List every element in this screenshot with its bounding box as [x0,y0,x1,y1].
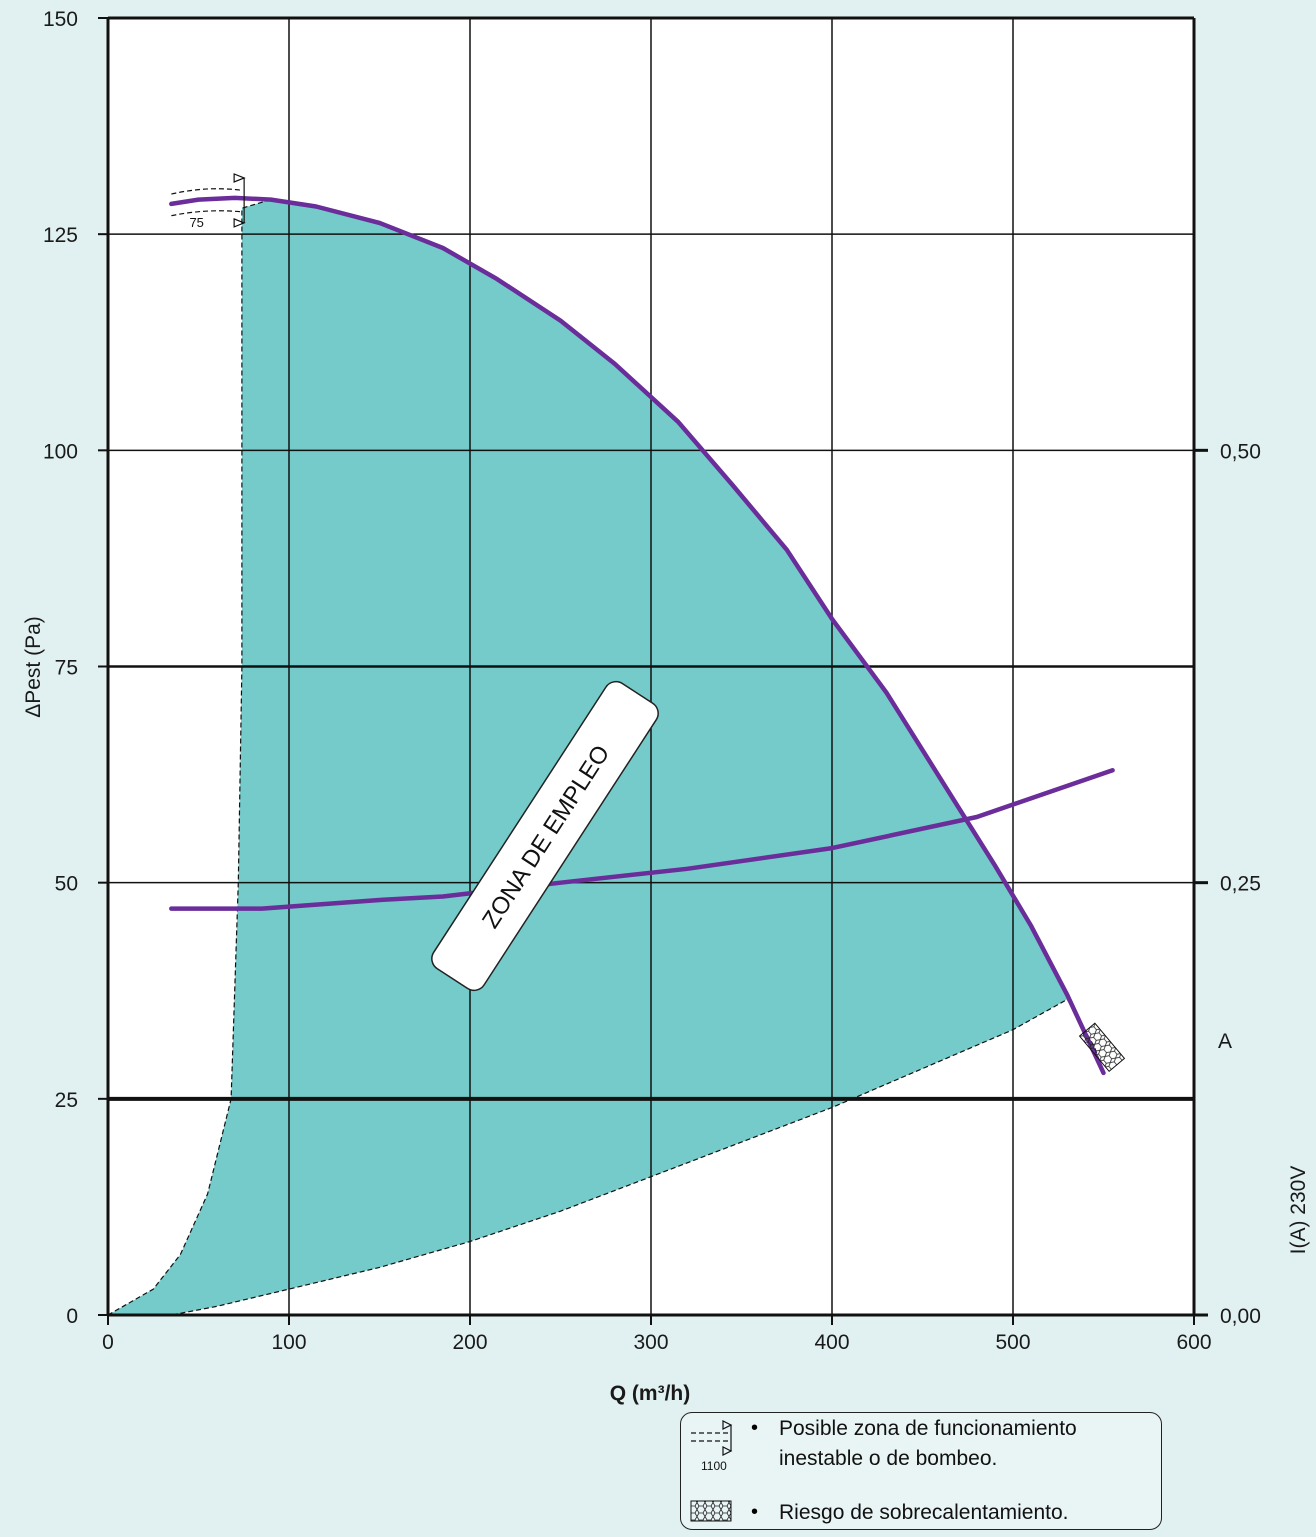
x-tick-label: 600 [1176,1331,1211,1354]
markers: 75 [171,173,1126,1073]
current-curve [169,768,1115,911]
y2-tick-label: 0,50 [1220,440,1261,463]
unstable-zone-icon-label: 1100 [701,1459,727,1473]
y-tick-label: 125 [43,224,78,247]
x-tick-label: 400 [814,1331,849,1354]
legend-text-1a: Posible zona de funcionamiento [779,1417,1077,1440]
pressure-curve [169,195,1106,1076]
x-tick-label: 500 [995,1331,1030,1354]
y2-axis-unit: A [1218,1030,1232,1053]
y-tick-label: 25 [55,1089,78,1112]
ticks: 0 100 200 300 400 500 600 0 25 50 75 100 125 150 0,00 0… [43,8,1261,1354]
unstable-zone-icon: 1100 [691,1420,733,1473]
y-tick-label: 150 [43,8,78,31]
y-tick-label: 100 [43,440,78,463]
legend-text-1b: inestable o de bombeo. [779,1447,998,1470]
x-tick-label: 100 [271,1331,306,1354]
x-tick-label: 300 [633,1331,668,1354]
legend-bullet-1: • [751,1417,759,1439]
unstable-arrow-down [233,218,246,228]
chart: 0 100 200 300 400 500 600 0 25 50 75 100 125 150 0,00 0… [22,8,1310,1405]
x-tick-label: 0 [102,1331,114,1354]
x-tick-label: 200 [452,1331,487,1354]
overheating-icon [690,1500,732,1522]
unstable-boundary-lower [171,210,241,217]
x-axis-title: Q (m³/h) [610,1382,690,1405]
legend: 1100 • Posible zona de funcionamiento in… [680,1412,1162,1530]
legend-text-2: Riesgo de sobrecalentamiento. [779,1501,1069,1524]
legend-bullet-2: • [751,1501,759,1523]
curves [169,195,1115,1076]
y-tick-label: 75 [55,657,78,680]
zone-label-box [431,680,659,992]
y2-tick-label: 0,25 [1220,873,1261,896]
y-tick-label: 0 [66,1305,78,1328]
unstable-boundary-upper [171,188,241,195]
y-axis-title: ΔPest (Pa) [22,616,45,718]
y-tick-label: 50 [55,873,78,896]
overheating-marker [1078,1022,1126,1073]
unstable-speed-label: 75 [189,215,203,230]
unstable-arrow-up [233,173,246,183]
overheating-hatch [1078,1022,1126,1073]
y2-axis-title: I(A) 230V [1287,1166,1310,1255]
y2-tick-label: 0,00 [1220,1305,1261,1328]
